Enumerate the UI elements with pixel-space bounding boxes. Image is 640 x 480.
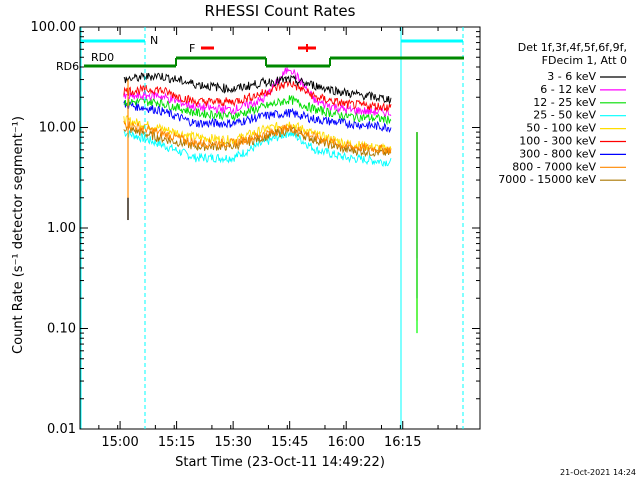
y-tick-label: 0.01	[47, 422, 76, 437]
x-tick-label: 15:30	[214, 435, 251, 450]
overlay-layer: N RD0 RD6 F	[56, 27, 464, 429]
x-tick-label: 15:00	[101, 435, 138, 450]
x-tick-label: 16:15	[384, 435, 421, 450]
legend-entry-label: 100 - 300 keV	[519, 135, 596, 148]
series-line	[123, 100, 392, 134]
y-tick-label: 0.10	[47, 322, 76, 337]
night-label: N	[150, 34, 158, 47]
footer-timestamp: 21-Oct-2021 14:24	[560, 468, 636, 477]
y-tick-label: 1.00	[47, 221, 76, 236]
legend-header-line2: FDecim 1, Att 0	[542, 54, 627, 67]
legend-entry-label: 3 - 6 keV	[547, 70, 596, 83]
legend-entry-label: 50 - 100 keV	[526, 122, 596, 135]
x-axis-label: Start Time (23-Oct-11 14:49:22)	[175, 455, 385, 470]
series-layer	[123, 67, 418, 334]
x-tick-label: 15:15	[158, 435, 195, 450]
decimation-label-rd6: RD6	[56, 60, 79, 73]
x-tick-label: 16:00	[327, 435, 364, 450]
series-line	[123, 94, 392, 126]
series-line	[123, 79, 392, 112]
legend-entry-label: 25 - 50 keV	[533, 109, 596, 122]
x-tick-label: 15:45	[271, 435, 308, 450]
axis-layer: 0.01 0.10 1.00 10.00 100.00 15:00 15:15 15:30 15…	[31, 20, 480, 450]
y-axis-label: Count Rate (s⁻¹ detector segment⁻¹)	[11, 116, 26, 354]
legend-entry-label: 7000 - 15000 keV	[498, 173, 596, 186]
y-tick-label: 10.00	[39, 121, 76, 136]
series-line	[123, 128, 392, 167]
legend-entry-label: 12 - 25 keV	[533, 96, 596, 109]
decimation-label-rd0: RD0	[91, 51, 114, 64]
y-tick-label: 100.00	[31, 20, 77, 35]
series-line	[123, 120, 392, 155]
legend: Det 1f,3f,4f,5f,6f,9f, FDecim 1, Att 0 3…	[498, 41, 627, 186]
legend-entry-label: 800 - 7000 keV	[512, 160, 596, 173]
legend-entry-label: 6 - 12 keV	[540, 83, 596, 96]
legend-entry-label: 300 - 800 keV	[519, 147, 596, 160]
chart-title: RHESSI Count Rates	[205, 2, 356, 20]
series-line	[123, 67, 392, 118]
series-line	[123, 72, 392, 105]
legend-header-line1: Det 1f,3f,4f,5f,6f,9f,	[518, 41, 627, 54]
flare-label: F	[189, 42, 195, 55]
